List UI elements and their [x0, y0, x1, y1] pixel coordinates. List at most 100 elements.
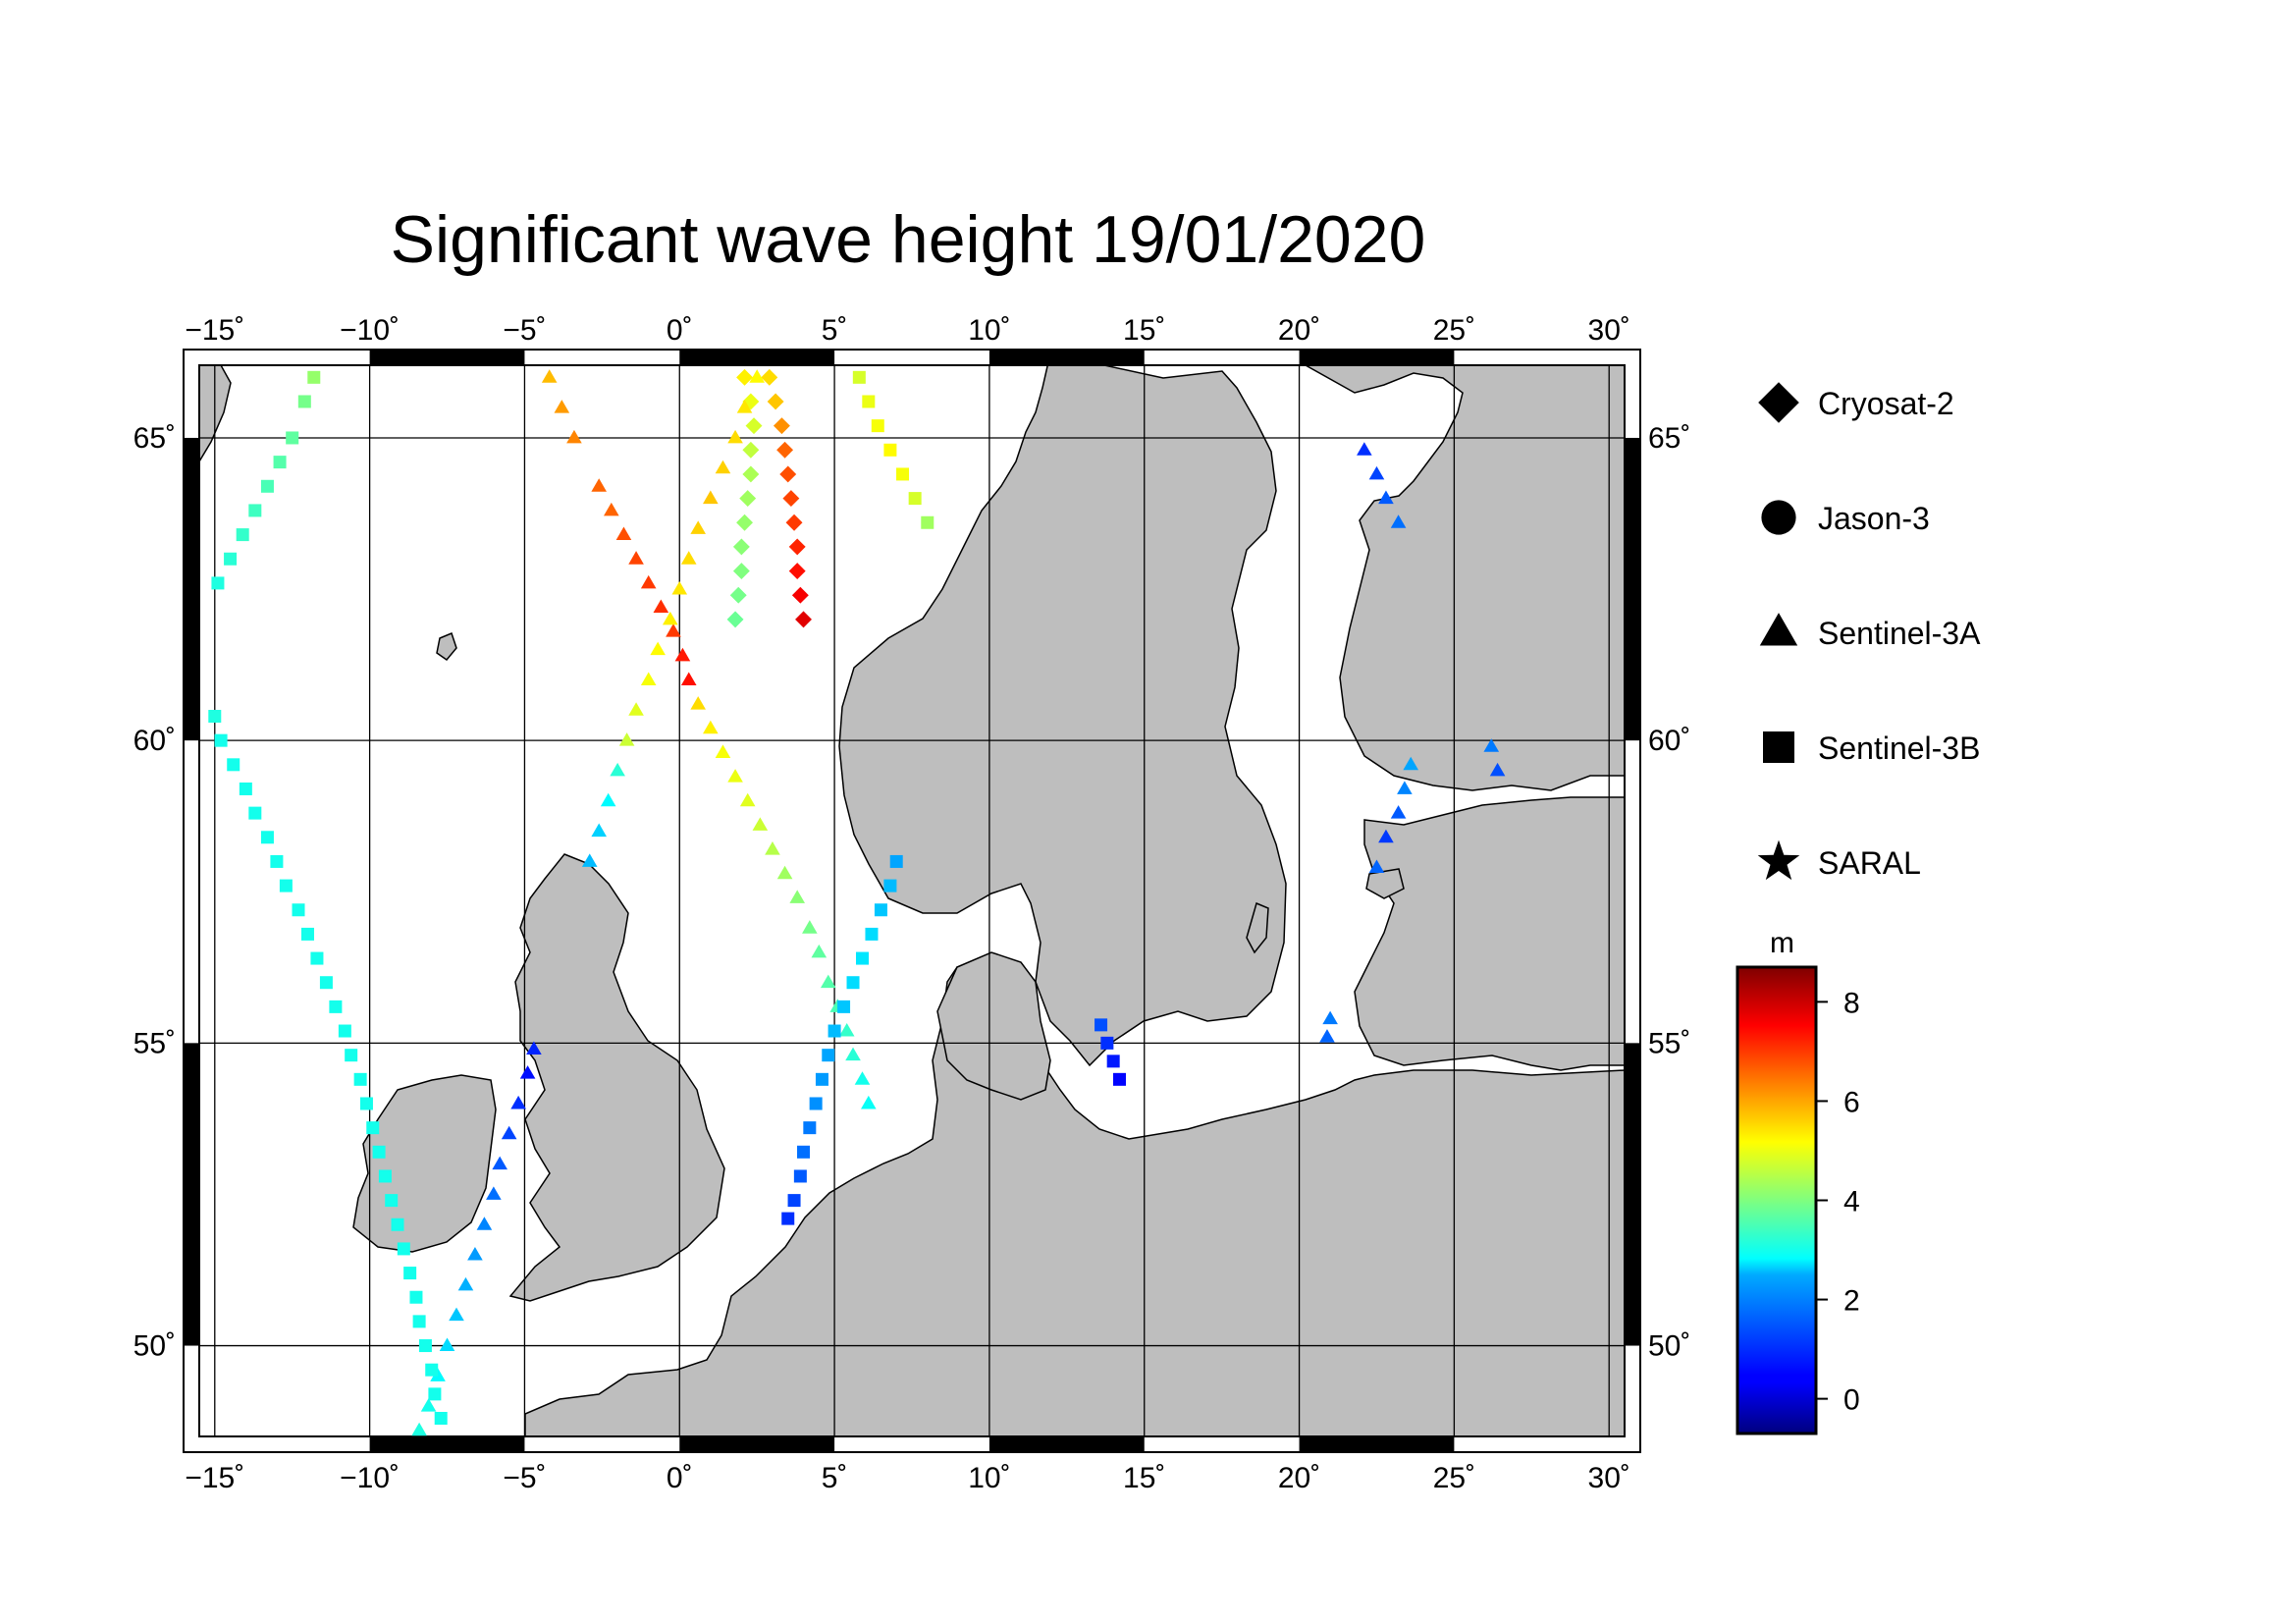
data-point-sentinel-3a	[802, 920, 818, 934]
data-point-sentinel-3a	[618, 732, 635, 746]
data-point-sentinel-3b	[270, 854, 284, 868]
data-point-sentinel-3b	[787, 1194, 801, 1208]
data-point-sentinel-3a	[610, 762, 625, 777]
data-point-sentinel-3a	[703, 490, 719, 505]
data-point-sentinel-3b	[391, 1217, 404, 1231]
colorbar-tick-label: 2	[1843, 1285, 1860, 1318]
data-point-sentinel-3b	[297, 395, 311, 408]
data-point-sentinel-3a	[1390, 514, 1407, 528]
data-point-sentinel-3b	[809, 1097, 823, 1110]
data-point-sentinel-3b	[338, 1024, 351, 1038]
data-point-sentinel-3b	[359, 1097, 373, 1110]
data-point-sentinel-3b	[211, 576, 225, 590]
lon-tick-label-bottom: 0˚	[667, 1462, 693, 1494]
legend-symbol-triangle	[1759, 613, 1798, 646]
legend-label: Jason-3	[1818, 501, 1930, 536]
data-point-sentinel-3a	[653, 599, 669, 614]
data-point-sentinel-3a	[690, 696, 706, 710]
data-point-sentinel-3b	[366, 1121, 380, 1135]
frame-bar-right	[1625, 437, 1640, 741]
data-point-cryosat-2	[739, 490, 757, 508]
data-point-sentinel-3b	[236, 528, 249, 542]
legend-label: Cryosat-2	[1818, 386, 1954, 421]
data-point-cryosat-2	[788, 538, 806, 556]
data-point-sentinel-3b	[862, 395, 876, 408]
data-point-sentinel-3b	[224, 552, 238, 566]
frame-bar-right	[1625, 1043, 1640, 1346]
colorbar: m 0 2 4 6 8	[1735, 927, 1860, 1435]
data-point-sentinel-3a	[789, 890, 806, 903]
data-point-sentinel-3a	[727, 769, 743, 783]
data-point-cryosat-2	[732, 538, 750, 556]
frame-bar-bottom	[1299, 1436, 1455, 1452]
data-point-sentinel-3b	[208, 710, 222, 724]
data-point-sentinel-3a	[615, 526, 632, 541]
data-point-sentinel-3a	[820, 974, 836, 989]
lon-tick-label-top: −15˚	[185, 314, 244, 347]
lon-tick-label-bottom: 25˚	[1433, 1462, 1475, 1494]
data-point-sentinel-3b	[793, 1169, 807, 1183]
data-point-sentinel-3a	[749, 369, 765, 383]
land-saaremaa	[1365, 868, 1405, 899]
lat-tick-label-right: 60˚	[1648, 725, 1690, 757]
data-point-sentinel-3a	[501, 1125, 517, 1140]
data-point-sentinel-3a	[715, 744, 731, 758]
data-point-sentinel-3b	[227, 758, 240, 772]
data-point-sentinel-3b	[378, 1169, 392, 1183]
data-point-sentinel-3a	[628, 551, 644, 565]
data-point-sentinel-3b	[409, 1290, 423, 1304]
data-point-sentinel-3a	[703, 720, 719, 734]
data-point-sentinel-3b	[883, 879, 897, 893]
data-point-sentinel-3b	[803, 1121, 817, 1135]
data-point-sentinel-3b	[248, 806, 262, 820]
lat-tick-label-left: 65˚	[133, 422, 176, 455]
colorbar-ticks: 0 2 4 6 8	[1816, 987, 1860, 1417]
data-point-sentinel-3b	[319, 976, 333, 990]
data-point-cryosat-2	[788, 563, 806, 580]
frame-bar-bottom	[988, 1436, 1145, 1452]
data-point-sentinel-3a	[1368, 859, 1385, 874]
lat-tick-label-left: 60˚	[133, 725, 176, 757]
land-gotland	[1246, 901, 1269, 954]
data-point-sentinel-3b	[292, 903, 305, 917]
chart-title: Significant wave height 19/01/2020	[390, 202, 1426, 277]
data-point-sentinel-3b	[345, 1049, 358, 1062]
data-point-sentinel-3b	[239, 782, 252, 795]
lon-tick-label-top: 20˚	[1278, 314, 1320, 347]
lon-tick-label-bottom: −5˚	[503, 1462, 546, 1494]
legend-symbol-square	[1763, 731, 1794, 763]
lat-tick-label-right: 55˚	[1648, 1027, 1690, 1059]
data-point-sentinel-3b	[855, 951, 869, 965]
data-point-cryosat-2	[732, 563, 750, 580]
lat-tick-label-left: 50˚	[133, 1330, 176, 1363]
data-point-sentinel-3a	[715, 460, 731, 474]
data-point-sentinel-3a	[1357, 442, 1372, 456]
frame-bar-left	[184, 437, 199, 741]
data-point-sentinel-3a	[591, 478, 607, 492]
data-point-sentinel-3a	[449, 1307, 464, 1322]
data-point-sentinel-3a	[1397, 781, 1413, 794]
colorbar-tick-label: 0	[1843, 1384, 1860, 1417]
data-point-sentinel-3b	[329, 1000, 343, 1013]
data-point-sentinel-3a	[680, 551, 697, 565]
data-point-cryosat-2	[729, 586, 747, 604]
data-point-sentinel-3b	[307, 370, 321, 384]
data-point-sentinel-3a	[1322, 1010, 1338, 1025]
data-point-sentinel-3a	[640, 672, 657, 685]
data-point-sentinel-3b	[434, 1412, 448, 1426]
data-point-sentinel-3a	[640, 574, 657, 589]
frame-outer	[183, 349, 1641, 1453]
data-point-sentinel-3a	[541, 369, 558, 383]
data-point-cryosat-2	[742, 465, 760, 483]
data-point-sentinel-3b	[1100, 1036, 1114, 1050]
data-point-sentinel-3a	[739, 792, 756, 807]
data-point-sentinel-3b	[1112, 1072, 1126, 1086]
data-point-sentinel-3a	[854, 1071, 871, 1085]
data-point-cryosat-2	[785, 514, 803, 531]
colorbar-tick-label: 6	[1843, 1086, 1860, 1118]
data-point-sentinel-3a	[1403, 756, 1418, 771]
data-point-sentinel-3a	[581, 853, 598, 867]
data-point-sentinel-3b	[781, 1212, 795, 1225]
land-faroe	[436, 631, 457, 662]
data-point-sentinel-3b	[837, 1000, 851, 1013]
